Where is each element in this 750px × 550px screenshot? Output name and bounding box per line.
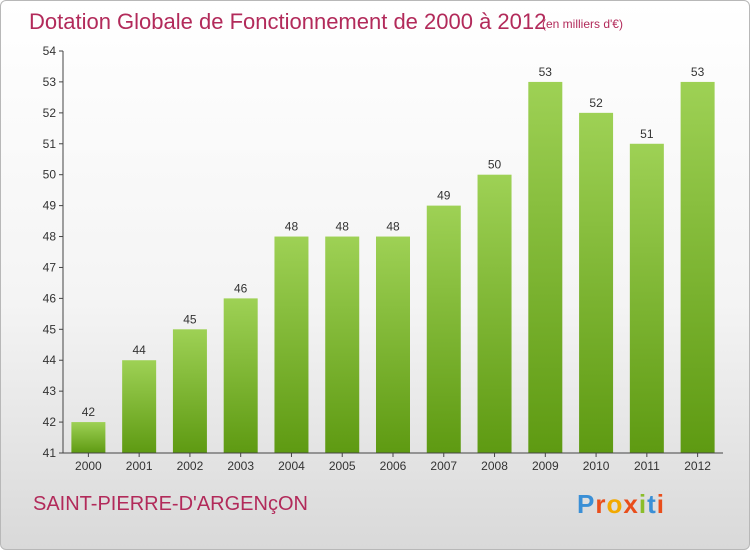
label-layer: 42 2000 44 2001 45 2002 46 2003 48 2004 48 2005 48 20… (75, 65, 711, 473)
bar (223, 298, 258, 453)
logo-letter: i (638, 489, 648, 519)
x-tick-label: 2011 (634, 459, 660, 473)
bar (71, 422, 106, 453)
data-label: 52 (589, 96, 603, 110)
x-tick-label: 2006 (380, 459, 407, 473)
y-tick-label: 54 (43, 44, 57, 58)
y-tick-label: 51 (43, 137, 57, 151)
bar (426, 205, 461, 453)
x-tick-label: 2009 (532, 459, 559, 473)
data-label: 53 (539, 65, 553, 79)
x-tick-label: 2007 (430, 459, 457, 473)
data-label: 48 (285, 220, 299, 234)
y-tick-label: 53 (43, 75, 57, 89)
data-label: 46 (234, 281, 248, 295)
x-tick-label: 2004 (278, 459, 305, 473)
bar (579, 112, 614, 453)
logo-letter: o (606, 489, 624, 519)
logo-letter: t (647, 489, 657, 519)
bar (528, 81, 563, 453)
y-tick-label: 45 (43, 322, 57, 336)
y-tick-label: 49 (43, 199, 57, 213)
bar (477, 174, 512, 453)
x-tick-label: 2008 (481, 459, 508, 473)
y-tick-label: 48 (43, 230, 57, 244)
x-tick-label: 2005 (329, 459, 356, 473)
x-tick-label: 2012 (684, 459, 711, 473)
x-tick-label: 2010 (583, 459, 610, 473)
bar (122, 360, 157, 453)
y-tick-label: 43 (43, 384, 57, 398)
y-tick-label: 41 (43, 446, 57, 460)
logo-letter: P (577, 489, 596, 519)
chart-title: Dotation Globale de Fonctionnement de 20… (29, 9, 547, 34)
bar (629, 143, 664, 453)
data-label: 48 (386, 220, 400, 234)
bar (274, 236, 309, 453)
data-label: 48 (336, 220, 350, 234)
x-tick-label: 2001 (126, 459, 153, 473)
y-tick-label: 47 (43, 260, 57, 274)
bar (172, 329, 207, 453)
data-label: 42 (82, 405, 96, 419)
bar-chart: 41 42 43 44 45 46 47 48 49 50 51 52 53 54 42 2000 44 200… (43, 44, 723, 473)
x-tick-label: 2000 (75, 459, 102, 473)
data-label: 45 (183, 312, 197, 326)
y-tick-label: 42 (43, 415, 57, 429)
data-label: 50 (488, 158, 502, 172)
bar (680, 81, 715, 453)
data-label: 49 (437, 189, 451, 203)
y-tick-label: 50 (43, 168, 57, 182)
logo-letter: r (595, 489, 607, 519)
logo-letter: x (623, 489, 639, 519)
bar-layer (71, 81, 715, 453)
data-label: 44 (132, 343, 146, 357)
x-tick-label: 2003 (227, 459, 254, 473)
chart-unit-label: (en milliers d'€) (542, 17, 623, 31)
data-label: 53 (691, 65, 705, 79)
data-label: 51 (640, 127, 654, 141)
axis-layer: 41 42 43 44 45 46 47 48 49 50 51 52 53 54 (43, 44, 723, 460)
y-tick-label: 44 (43, 353, 57, 367)
bar (325, 236, 360, 453)
commune-name: SAINT-PIERRE-D'ARGENçON (33, 493, 308, 515)
y-tick-label: 46 (43, 291, 57, 305)
proxiti-logo[interactable]: Proxiti (577, 489, 665, 520)
logo-letter: i (656, 489, 665, 519)
bar (376, 236, 410, 453)
y-tick-label: 52 (43, 106, 57, 120)
x-tick-label: 2002 (177, 459, 204, 473)
